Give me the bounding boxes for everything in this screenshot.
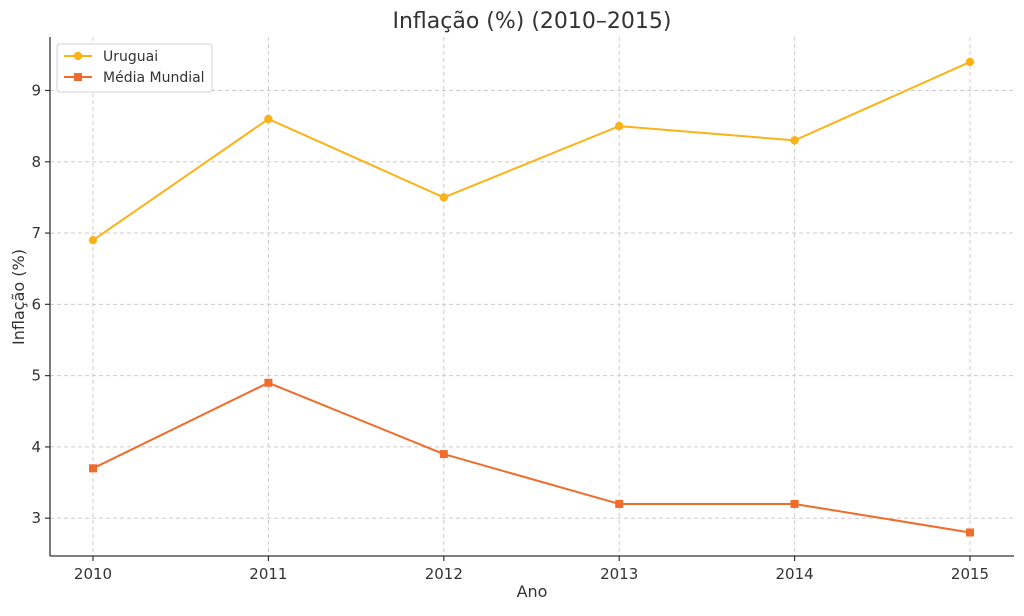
chart-title: Inflação (%) (2010–2015) <box>392 9 671 34</box>
data-point <box>790 136 799 145</box>
data-point <box>966 528 974 537</box>
legend-label: Média Mundial <box>103 70 205 86</box>
series-1 <box>89 378 974 537</box>
y-tick-label: 7 <box>31 224 41 242</box>
legend-marker <box>73 51 83 61</box>
x-axis-label: Ano <box>517 582 548 601</box>
y-tick-label: 8 <box>31 153 41 171</box>
data-point <box>965 57 975 67</box>
data-point <box>88 235 98 245</box>
data-point <box>264 114 273 124</box>
x-tick-label: 2015 <box>951 565 989 583</box>
y-tick-label: 5 <box>31 367 41 385</box>
y-axis-label: Inflação (%) <box>9 249 28 345</box>
data-point <box>264 378 273 387</box>
y-tick-label: 4 <box>31 438 41 456</box>
y-tick-label: 3 <box>31 509 41 527</box>
x-tick-label: 2014 <box>776 565 814 583</box>
axes: 2010 2011 2012 2013 2014 2015 3 4 5 6 7 8 9 <box>31 37 1014 583</box>
series-line <box>92 381 971 534</box>
y-tick-label: 9 <box>31 81 41 99</box>
x-tick-label: 2010 <box>74 565 112 583</box>
legend-label: Uruguai <box>103 49 158 65</box>
series-layer <box>88 57 975 537</box>
legend-marker <box>74 73 82 81</box>
series-line <box>92 61 971 242</box>
data-point <box>615 499 624 508</box>
x-tick-label: 2013 <box>600 565 638 583</box>
x-tick-label: 2012 <box>425 565 463 583</box>
x-tick-label: 2011 <box>249 565 287 583</box>
data-point <box>439 450 448 459</box>
legend: Uruguai Média Mundial <box>56 43 213 93</box>
data-point <box>439 193 448 202</box>
legend-box <box>56 43 213 93</box>
y-tick-label: 6 <box>31 295 41 313</box>
series-0 <box>88 57 975 245</box>
data-point <box>615 121 624 131</box>
data-point <box>89 464 97 473</box>
data-point <box>790 499 799 508</box>
